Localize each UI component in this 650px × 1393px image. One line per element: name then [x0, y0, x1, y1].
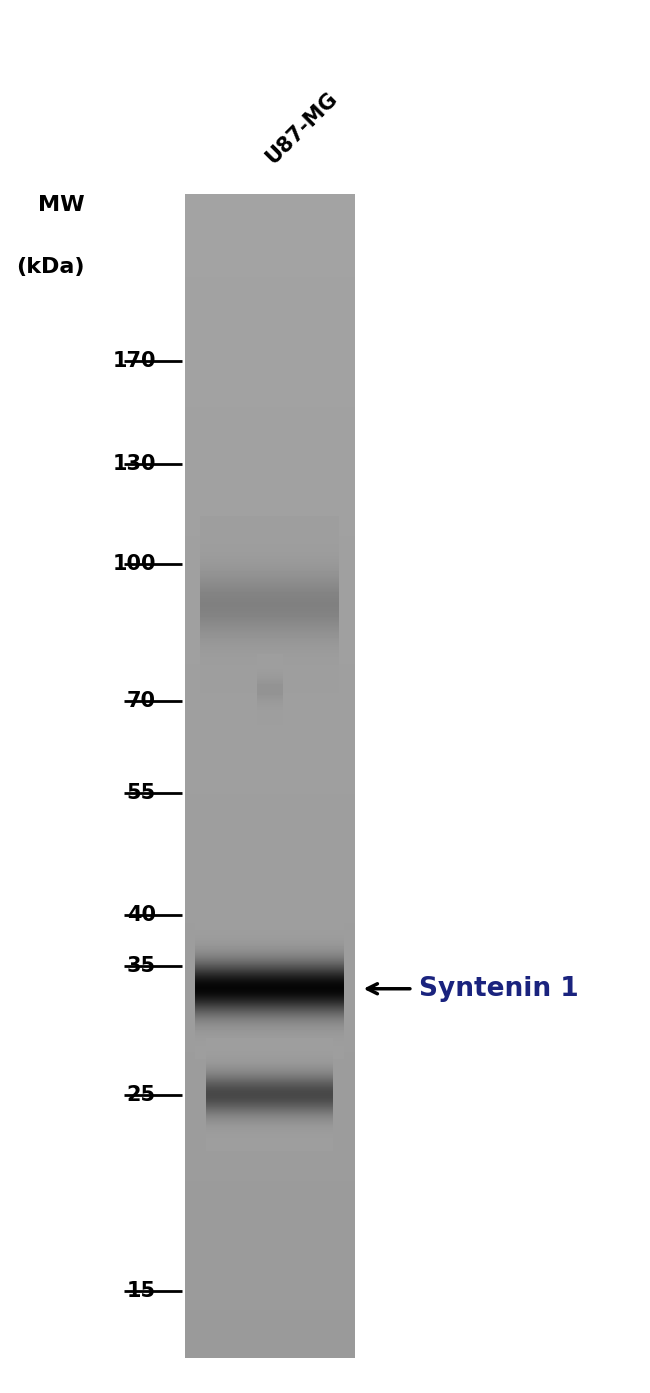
Text: 70: 70: [127, 691, 156, 710]
Text: Syntenin 1: Syntenin 1: [419, 975, 579, 1002]
Text: (kDa): (kDa): [16, 256, 84, 277]
Text: 100: 100: [112, 554, 156, 574]
Text: U87-MG: U87-MG: [262, 88, 341, 167]
Text: 40: 40: [127, 905, 156, 925]
Text: 170: 170: [112, 351, 156, 371]
Text: 130: 130: [112, 454, 156, 474]
Text: 25: 25: [127, 1085, 156, 1105]
Text: 15: 15: [127, 1280, 156, 1301]
Text: 35: 35: [127, 956, 156, 976]
Text: MW: MW: [38, 195, 84, 215]
Text: 55: 55: [127, 783, 156, 804]
